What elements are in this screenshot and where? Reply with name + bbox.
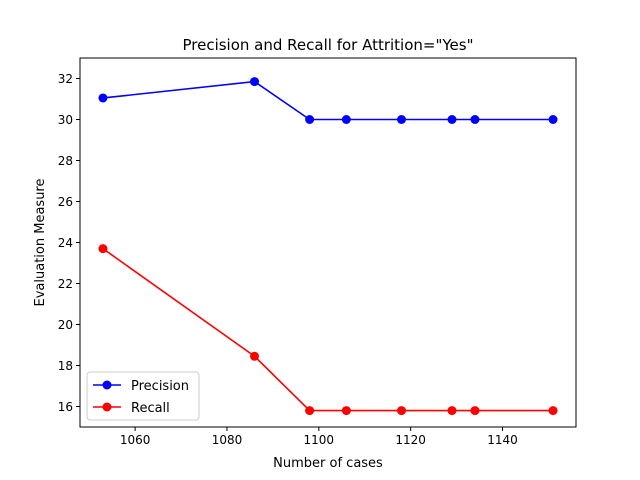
data-point-precision — [305, 115, 315, 124]
data-point-recall — [98, 244, 108, 254]
data-point-recall — [447, 406, 457, 416]
legend-marker-recall — [102, 402, 112, 412]
x-tick-label: 1120 — [395, 433, 426, 447]
x-tick-label: 1100 — [304, 433, 335, 447]
legend-label-precision: Precision — [131, 379, 189, 394]
data-point-recall — [341, 406, 351, 416]
y-tick-label: 28 — [58, 154, 73, 168]
legend-marker-precision — [102, 380, 112, 390]
plot-area: 1060 1080 1100 1120 1140 16 18 20 22 24 26 28 30 32 — [58, 57, 577, 447]
y-tick-label: 22 — [58, 277, 73, 291]
data-point-recall — [548, 406, 558, 416]
x-tick-label: 1140 — [487, 433, 518, 447]
y-tick-label: 26 — [58, 195, 73, 209]
y-axis-ticks: 16 18 20 22 24 26 28 30 32 — [58, 72, 80, 414]
y-tick-label: 18 — [58, 359, 73, 373]
data-point-recall — [305, 406, 315, 416]
data-point-recall — [470, 406, 480, 416]
legend-label-recall: Recall — [131, 401, 170, 416]
chart-title: Precision and Recall for Attrition="Yes" — [182, 36, 473, 54]
y-tick-label: 16 — [58, 400, 73, 414]
data-point-precision — [447, 115, 457, 124]
x-axis-ticks: 1060 1080 1100 1120 1140 — [120, 427, 518, 447]
data-point-recall — [396, 406, 406, 416]
x-axis-label: Number of cases — [273, 456, 383, 471]
data-point-precision — [341, 115, 351, 124]
x-tick-label: 1060 — [120, 433, 151, 447]
y-tick-label: 30 — [58, 113, 73, 127]
y-tick-label: 32 — [58, 72, 73, 86]
y-axis-label: Evaluation Measure — [33, 179, 48, 307]
data-point-precision — [98, 93, 108, 103]
series-layer — [98, 77, 558, 416]
data-point-precision — [548, 115, 558, 124]
y-tick-label: 20 — [58, 318, 73, 332]
x-tick-label: 1080 — [212, 433, 243, 447]
data-point-precision — [250, 77, 260, 87]
data-point-precision — [470, 115, 480, 124]
data-point-recall — [250, 351, 260, 361]
legend: Precision Recall — [86, 371, 200, 421]
y-tick-label: 24 — [58, 236, 73, 250]
data-point-precision — [396, 115, 406, 124]
legend-frame — [86, 371, 200, 421]
